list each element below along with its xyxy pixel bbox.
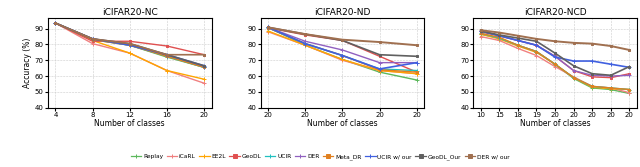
X-axis label: Number of classes: Number of classes — [307, 119, 378, 128]
Title: iCIFAR20-ND: iCIFAR20-ND — [314, 8, 371, 17]
Legend: Replay, iCaRL, EE2L, GeoDL, UCIR, DER, Meta_DR, UCIR w/ our, GeoDL_Our, DER w/ o: Replay, iCaRL, EE2L, GeoDL, UCIR, DER, M… — [128, 152, 512, 162]
Title: iCIFAR20-NCD: iCIFAR20-NCD — [524, 8, 586, 17]
X-axis label: Number of classes: Number of classes — [95, 119, 165, 128]
Title: iCIFAR20-NC: iCIFAR20-NC — [102, 8, 157, 17]
X-axis label: Number of classes: Number of classes — [520, 119, 590, 128]
Y-axis label: Accuracy (%): Accuracy (%) — [23, 37, 32, 88]
